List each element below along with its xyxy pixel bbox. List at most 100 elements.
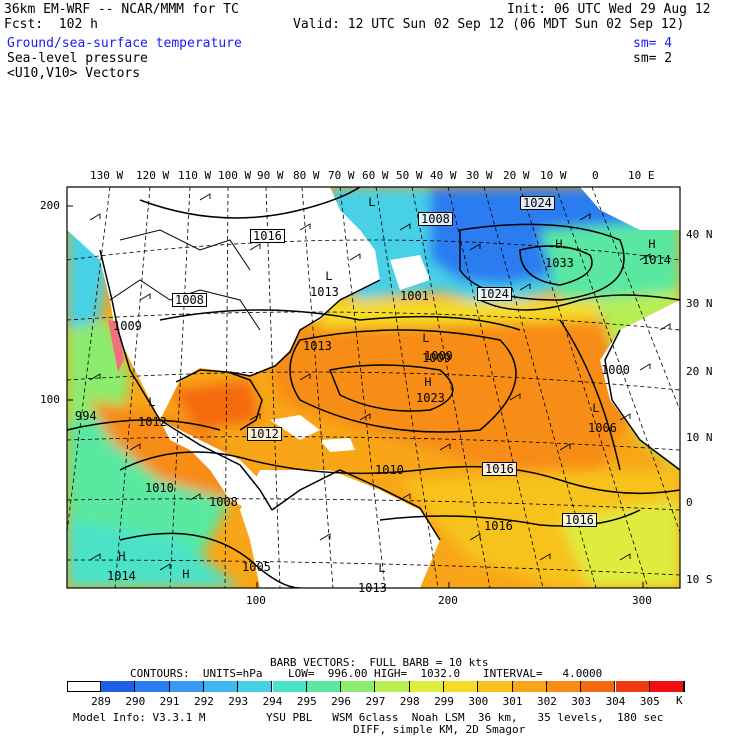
lat-label: 0: [686, 496, 693, 509]
color-swatch: [512, 681, 547, 692]
scale-unit: K: [676, 694, 683, 707]
color-swatch: [649, 681, 685, 692]
color-swatch: [546, 681, 582, 692]
pressure-label: 1009: [424, 349, 453, 363]
lon-label: 60 W: [362, 169, 389, 182]
color-swatch: [169, 681, 204, 692]
color-swatch: [581, 681, 616, 692]
pressure-label: 1016: [484, 519, 513, 533]
color-swatch: [444, 681, 479, 692]
lon-label: 70 W: [328, 169, 355, 182]
lat-label: 10 S: [686, 573, 713, 586]
pressure-label: 1005: [242, 560, 271, 574]
high-center: H: [648, 237, 656, 252]
color-swatch: [272, 681, 307, 692]
color-scale-label: 300: [468, 695, 489, 708]
pressure-label: 1008: [418, 212, 453, 226]
low-center: L: [368, 195, 376, 210]
field-wind-label: <U10,V10> Vectors: [7, 66, 141, 81]
color-scale-label: 297: [365, 695, 386, 708]
field-sst-smoothing: sm= 4: [633, 36, 673, 51]
color-scale-label: 294: [262, 695, 283, 708]
color-swatch: [238, 681, 273, 692]
low-center: L: [378, 561, 386, 576]
contours-high: HIGH= 1032.0: [374, 667, 461, 680]
valid-time: Valid: 12 UTC Sun 02 Sep 12 (06 MDT Sun …: [293, 17, 685, 32]
field-sst-label: Ground/sea-surface temperature: [7, 36, 242, 51]
color-scale-label: 296: [331, 695, 352, 708]
pressure-label: 1013: [358, 581, 387, 595]
lon-label: 120 W: [136, 169, 170, 182]
pressure-centers: L L L L L L H H H H H: [118, 195, 656, 582]
barb-vectors-note: BARB VECTORS: FULL BARB = 10 kts: [270, 656, 489, 669]
color-swatch: [67, 681, 101, 692]
color-swatch: [135, 681, 170, 692]
pressure-label: 1000: [601, 363, 630, 377]
color-scale-label: 292: [193, 695, 214, 708]
lon-label: 110 W: [178, 169, 212, 182]
high-center: H: [555, 237, 563, 252]
color-swatch: [684, 681, 686, 692]
color-scale-label: 302: [536, 695, 557, 708]
color-scale-label: 305: [639, 695, 660, 708]
grid-label-bottom: 200: [438, 594, 458, 607]
pressure-label: 1008: [172, 293, 207, 307]
physics-info: YSU PBL WSM 6class Noah LSM 36 km, 35 le…: [266, 711, 664, 724]
diffusion-info: DIFF, simple KM, 2D Smagor: [353, 723, 526, 736]
lon-label: 100 W: [218, 169, 252, 182]
grid-label-left: 100: [40, 393, 60, 406]
color-scale-label: 303: [571, 695, 592, 708]
model-info: Model Info: V3.3.1 M: [73, 711, 206, 724]
color-swatch: [203, 681, 239, 692]
color-swatch: [101, 681, 136, 692]
color-scale-label: 298: [399, 695, 420, 708]
lon-label: 10 W: [540, 169, 567, 182]
pressure-label: 1014: [642, 253, 671, 267]
lon-label: 30 W: [466, 169, 493, 182]
lat-label: 20 N: [686, 365, 713, 378]
pressure-label: 1016: [250, 229, 285, 243]
pressure-label: 1012: [247, 427, 282, 441]
color-scale-label: 289: [91, 695, 111, 708]
color-swatch: [615, 681, 650, 692]
color-swatch: [375, 681, 410, 692]
grid-label-left: 200: [40, 199, 60, 212]
grid-label-bottom: 300: [632, 594, 652, 607]
color-scale-label: 290: [125, 695, 146, 708]
color-scale-label: 299: [434, 695, 454, 708]
lon-label: 130 W: [90, 169, 124, 182]
sst-field: [67, 187, 680, 588]
low-center: L: [422, 331, 430, 346]
field-slp-smoothing: sm= 2: [633, 51, 673, 66]
pressure-label: 1016: [562, 513, 597, 527]
low-center: L: [325, 269, 333, 284]
init-time: Init: 06 UTC Wed 29 Aug 12: [507, 2, 711, 17]
high-center: H: [118, 549, 126, 564]
forecast-hour: Fcst: 102 h: [4, 17, 98, 32]
pressure-label: 1024: [477, 287, 512, 301]
lon-label: 90 W: [257, 169, 284, 182]
lon-label: 10 E: [628, 169, 655, 182]
grid-label-bottom: 100: [246, 594, 266, 607]
low-center: L: [148, 395, 156, 410]
color-scale-label: 301: [502, 695, 523, 708]
pressure-label: 1013: [303, 339, 332, 353]
pressure-label: 1023: [416, 391, 445, 405]
lat-label: 40 N: [686, 228, 713, 241]
pressure-label: 1001: [400, 289, 429, 303]
color-swatch: [341, 681, 376, 692]
lon-label: 80 W: [293, 169, 320, 182]
lon-label: 40 W: [430, 169, 457, 182]
high-center: H: [424, 375, 432, 390]
pressure-label: 1009: [422, 351, 451, 365]
pressure-label: 1024: [520, 196, 555, 210]
contours-low: LOW= 996.00: [288, 667, 368, 680]
color-scale-label: 304: [605, 695, 626, 708]
field-slp-label: Sea-level pressure: [7, 51, 148, 66]
pressure-label: 1013: [310, 285, 339, 299]
pressure-label: 1006: [588, 421, 617, 435]
lon-label: 0: [592, 169, 599, 182]
lat-label: 30 N: [686, 297, 713, 310]
pressure-label: 994: [75, 409, 97, 423]
color-scale-label: 293: [228, 695, 249, 708]
